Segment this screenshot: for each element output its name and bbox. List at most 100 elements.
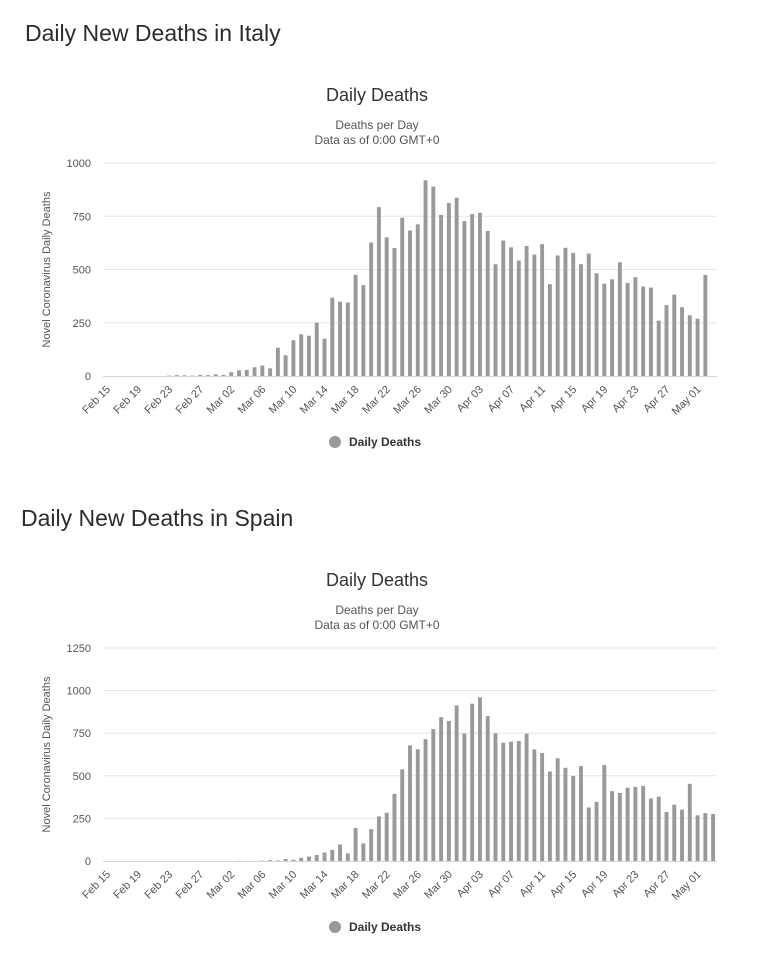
bar: Mar 26: 712 — [416, 224, 420, 376]
x-tick-label: Mar 22 — [360, 869, 393, 902]
x-tick-label: Mar 18 — [329, 869, 362, 902]
bar: Mar 30: 812 — [447, 203, 451, 376]
x-tick-label: Mar 10 — [267, 384, 300, 417]
bar: Apr 05: 749 — [494, 733, 498, 861]
bar: Apr 14: 547 — [564, 768, 568, 861]
bar: May 01: 268 — [696, 815, 700, 861]
bar: Apr 27: 333 — [665, 305, 669, 376]
chart-subtitle-line: Deaths per Day — [335, 118, 418, 132]
bar: Apr 08: 542 — [517, 261, 521, 376]
bar: Apr 29: 301 — [680, 810, 684, 861]
x-tick-label: Mar 18 — [329, 384, 362, 417]
bar: Feb 25: 3 — [183, 375, 187, 376]
spain-section-heading: Daily New Deaths in Spain — [21, 505, 293, 532]
bar: Apr 13: 566 — [556, 255, 560, 376]
bar: Apr 07: 700 — [509, 742, 513, 861]
y-tick-label: 250 — [73, 318, 91, 330]
bar: Mar 17: 44 — [346, 854, 350, 862]
x-tick-label: Mar 22 — [360, 384, 393, 417]
bar: Mar 27: 919 — [424, 180, 428, 376]
bar: Feb 27: 5 — [198, 375, 202, 376]
bar: Apr 22: 430 — [626, 788, 630, 861]
bar: Apr 30: 285 — [688, 315, 692, 376]
bar: Apr 22: 437 — [626, 283, 630, 376]
bar: Mar 29: 756 — [439, 215, 443, 376]
x-tick-label: Feb 15 — [80, 869, 113, 902]
chart-subtitle-line: Data as of 0:00 GMT+0 — [314, 133, 439, 147]
bar: Apr 21: 534 — [618, 262, 622, 376]
x-tick-label: Mar 10 — [267, 869, 300, 902]
y-tick-label: 500 — [73, 771, 91, 783]
bar: Apr 24: 440 — [641, 786, 645, 861]
bar: Apr 28: 382 — [672, 295, 676, 376]
bar: Apr 28: 331 — [672, 805, 676, 861]
bar: Mar 25: 679 — [408, 745, 412, 861]
chart-title: Daily Deaths — [326, 85, 428, 105]
bar: Apr 01: 727 — [462, 221, 466, 376]
chart-subtitle-line: Data as of 0:00 GMT+0 — [314, 618, 439, 632]
bar: Mar 18: 475 — [354, 275, 358, 376]
bar: Apr 06: 636 — [501, 241, 505, 376]
bar: May 01: 269 — [696, 319, 700, 376]
bar: Mar 13: 35 — [315, 855, 319, 861]
y-tick-label: 0 — [85, 371, 91, 383]
y-axis-label: Novel Coronavirus Daily Deaths — [41, 676, 53, 832]
bar: Apr 25: 367 — [649, 798, 653, 861]
x-tick-label: Feb 27 — [174, 384, 207, 417]
bar: Apr 30: 453 — [688, 784, 692, 861]
bar: Mar 14: 175 — [323, 339, 327, 376]
bar: Mar 31: 837 — [455, 198, 459, 376]
bar: Mar 14: 50 — [323, 852, 327, 861]
bar: Apr 03: 766 — [478, 213, 482, 376]
bar: Mar 12: 26 — [307, 857, 311, 861]
bar: Apr 20: 454 — [610, 279, 614, 376]
bar: Apr 11: 619 — [540, 244, 544, 376]
bar: Feb 28: 4 — [206, 375, 210, 376]
bar: Mar 29: 844 — [439, 717, 443, 861]
x-tick-label: Apr 27 — [641, 869, 672, 900]
x-tick-label: Mar 14 — [298, 869, 331, 902]
x-tick-label: Apr 07 — [486, 384, 517, 415]
bar: Apr 09: 610 — [525, 246, 529, 376]
x-tick-label: Apr 03 — [455, 869, 486, 900]
chart-title: Daily Deaths — [326, 570, 428, 590]
x-tick-label: Feb 19 — [111, 869, 144, 902]
bar: Apr 09: 747 — [525, 734, 529, 861]
x-tick-label: May 01 — [670, 384, 704, 418]
bar: Apr 07: 604 — [509, 247, 513, 376]
bar: Apr 05: 525 — [494, 264, 498, 376]
x-tick-label: Mar 14 — [298, 384, 331, 417]
x-tick-label: Feb 27 — [174, 869, 207, 902]
bar: Mar 17: 345 — [346, 303, 350, 376]
bar: Mar 01: 5 — [222, 375, 226, 376]
bar: Feb 24: 4 — [175, 375, 179, 376]
bar: Apr 01: 748 — [462, 734, 466, 861]
x-tick-label: Mar 02 — [205, 384, 238, 417]
bar: Apr 16: 525 — [579, 264, 583, 376]
bar: Apr 04: 681 — [486, 231, 490, 376]
bar: Apr 19: 433 — [602, 284, 606, 376]
x-tick-label: Mar 06 — [236, 869, 269, 902]
bar: Mar 13: 250 — [315, 323, 319, 376]
bar: Mar 28: 889 — [431, 187, 435, 376]
bar: Mar 26: 656 — [416, 749, 420, 861]
bar: Mar 16: 97 — [338, 844, 342, 861]
x-tick-label: Apr 03 — [455, 384, 486, 415]
y-tick-label: 250 — [73, 813, 91, 825]
bar: Apr 02: 760 — [470, 214, 474, 376]
bar: Mar 22: 651 — [385, 237, 389, 376]
bar: Apr 16: 557 — [579, 766, 583, 861]
x-tick-label: Apr 11 — [517, 384, 548, 415]
x-tick-label: Apr 19 — [579, 869, 610, 900]
x-tick-label: Apr 11 — [517, 869, 548, 900]
bar: Apr 18: 482 — [595, 273, 599, 376]
bar: Apr 13: 603 — [556, 758, 560, 861]
bar: Mar 27: 715 — [424, 739, 428, 861]
chart-subtitle-line: Deaths per Day — [335, 603, 418, 617]
bar: Mar 30: 822 — [447, 721, 451, 861]
bar: Apr 19: 563 — [602, 765, 606, 861]
x-tick-label: Feb 23 — [143, 384, 176, 417]
x-tick-label: Apr 15 — [548, 384, 579, 415]
bar: Mar 04: 28 — [245, 370, 249, 376]
